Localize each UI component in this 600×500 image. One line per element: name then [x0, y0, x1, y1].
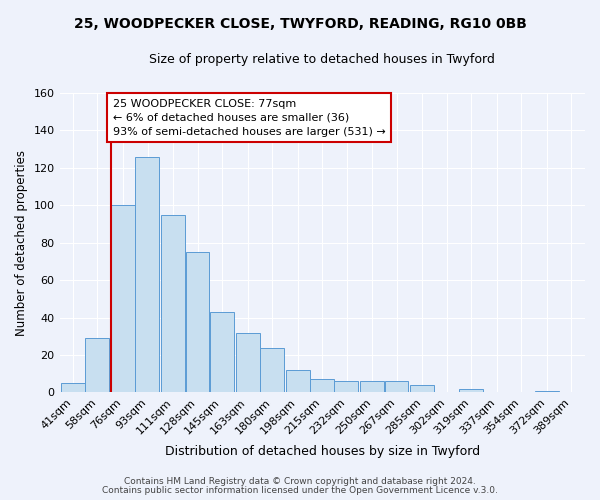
Bar — [61, 383, 85, 392]
Bar — [185, 252, 209, 392]
Bar — [385, 381, 409, 392]
Text: 25 WOODPECKER CLOSE: 77sqm
← 6% of detached houses are smaller (36)
93% of semi-: 25 WOODPECKER CLOSE: 77sqm ← 6% of detac… — [113, 98, 385, 136]
Title: Size of property relative to detached houses in Twyford: Size of property relative to detached ho… — [149, 52, 495, 66]
Bar — [410, 385, 434, 392]
Bar — [136, 156, 160, 392]
X-axis label: Distribution of detached houses by size in Twyford: Distribution of detached houses by size … — [165, 444, 480, 458]
Bar — [535, 390, 559, 392]
Bar — [459, 388, 483, 392]
Bar — [210, 312, 234, 392]
Bar — [111, 206, 135, 392]
Bar — [161, 214, 185, 392]
Bar — [286, 370, 310, 392]
Y-axis label: Number of detached properties: Number of detached properties — [15, 150, 28, 336]
Bar — [260, 348, 284, 393]
Bar — [85, 338, 109, 392]
Bar — [360, 381, 384, 392]
Text: Contains public sector information licensed under the Open Government Licence v.: Contains public sector information licen… — [102, 486, 498, 495]
Bar — [236, 332, 260, 392]
Bar — [334, 381, 358, 392]
Text: Contains HM Land Registry data © Crown copyright and database right 2024.: Contains HM Land Registry data © Crown c… — [124, 477, 476, 486]
Text: 25, WOODPECKER CLOSE, TWYFORD, READING, RG10 0BB: 25, WOODPECKER CLOSE, TWYFORD, READING, … — [74, 18, 526, 32]
Bar — [310, 380, 334, 392]
